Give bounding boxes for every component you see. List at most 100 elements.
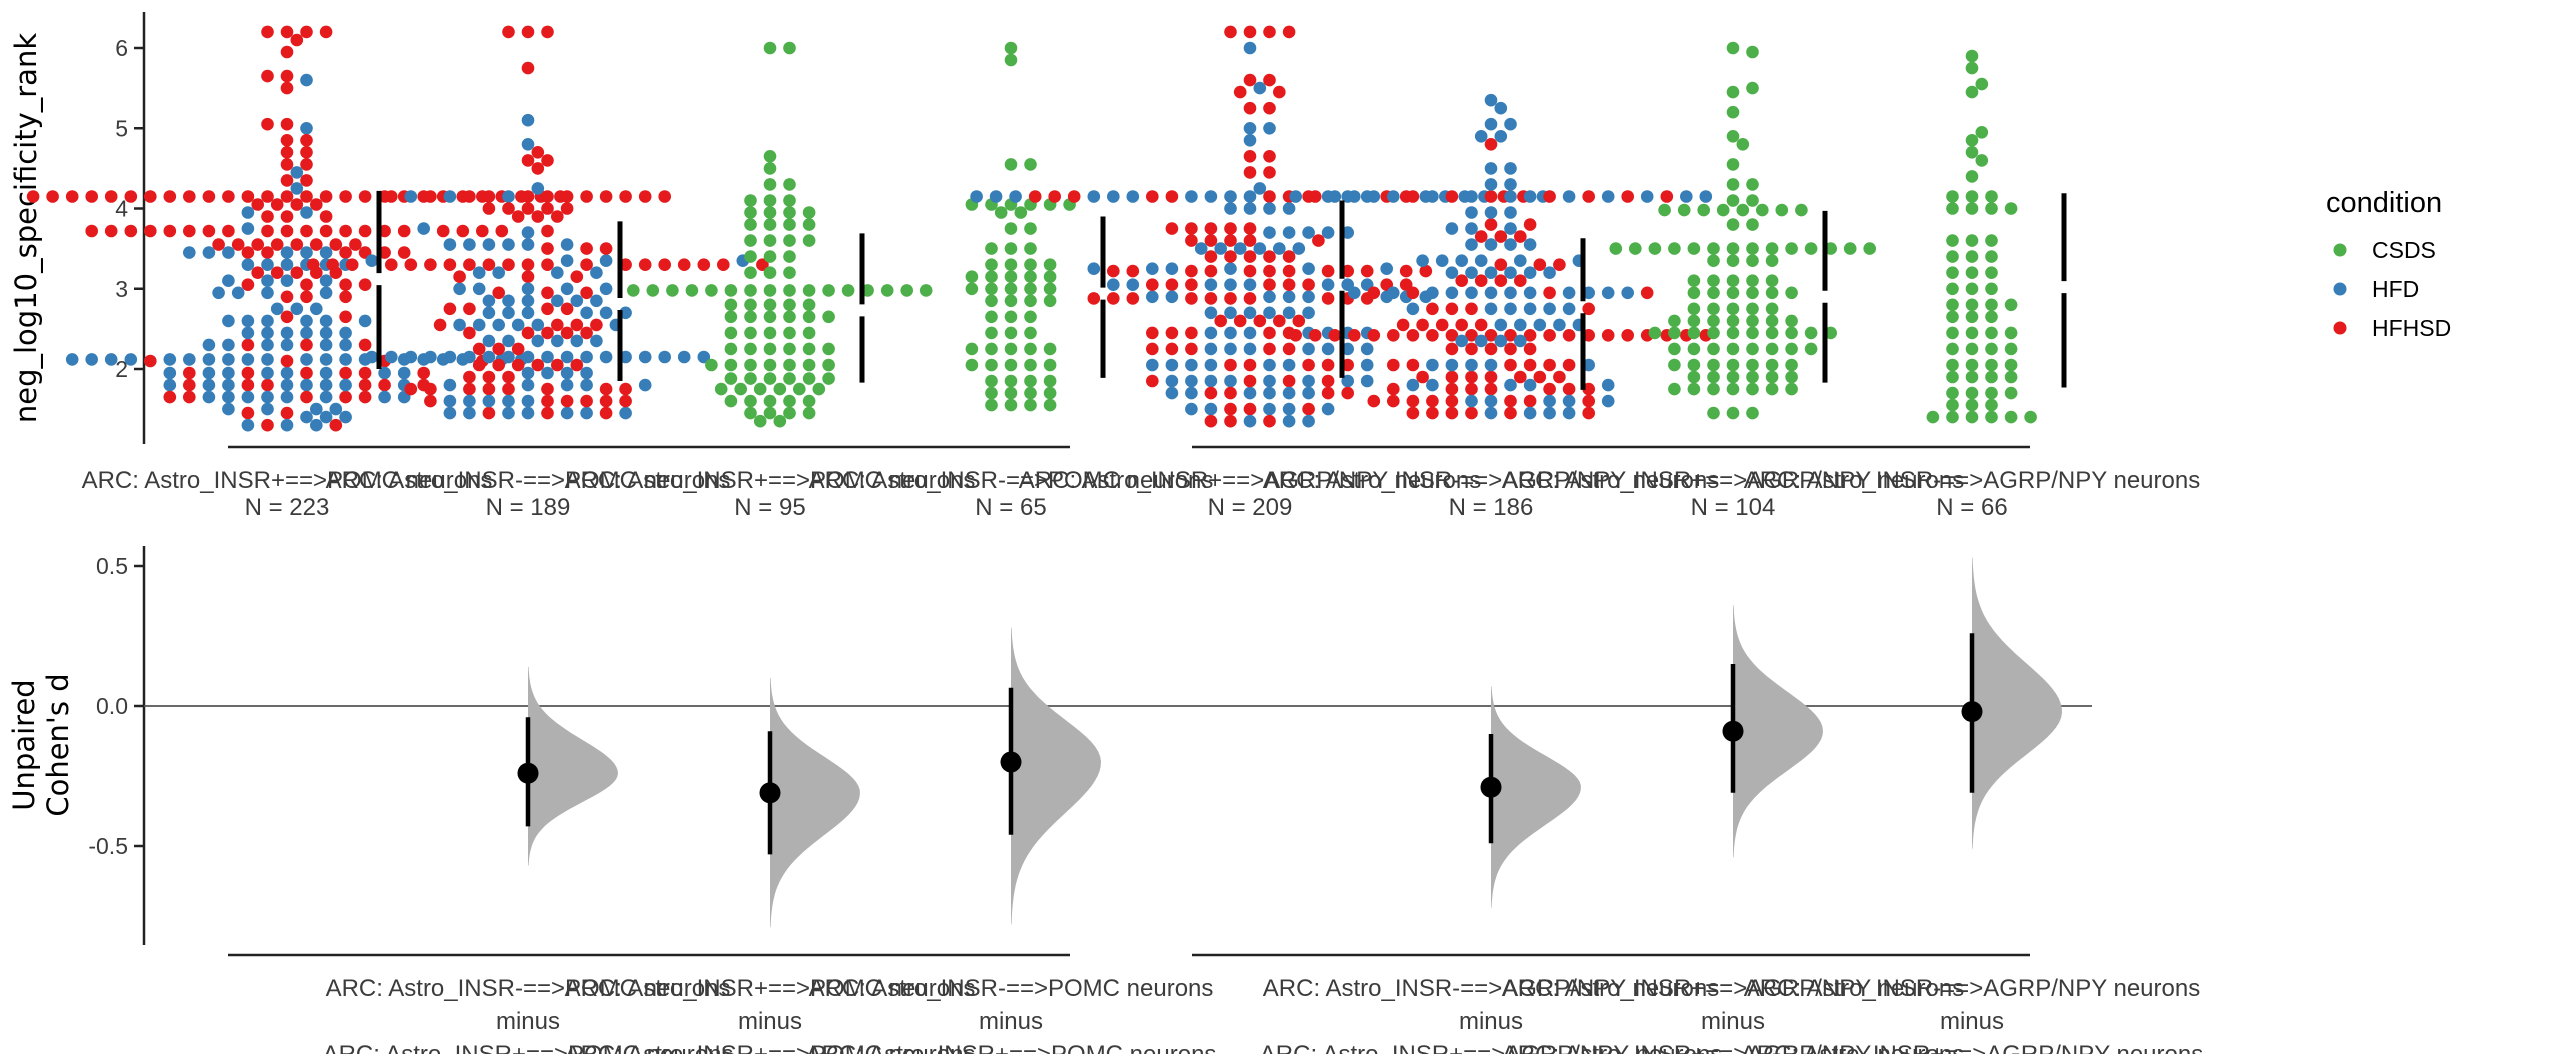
swarm-point-hfd — [502, 294, 515, 308]
swarm-point-hfhsd — [1367, 394, 1381, 408]
swarm-point-hfhsd — [1243, 250, 1257, 263]
swarm-point-csds — [1985, 266, 1998, 280]
swarm-point-csds — [1965, 134, 1979, 147]
swarm-point-hfd — [1204, 278, 1218, 292]
swarm-point-csds — [1043, 358, 1057, 372]
swarm-point-csds — [627, 284, 640, 297]
swarm-point-hfhsd — [1387, 358, 1400, 372]
swarm-point-hfhsd — [590, 318, 603, 332]
swarm-point-hfhsd — [183, 366, 196, 380]
swarm-point-hfhsd — [1367, 329, 1381, 342]
swarm-point-hfd — [261, 390, 274, 404]
swarm-point-hfhsd — [310, 198, 323, 211]
swarm-point-hfd — [1302, 342, 1315, 356]
swarm-point-csds — [1946, 310, 1959, 324]
swarm-point-hfd — [1204, 306, 1218, 320]
swarm-point-csds — [1687, 342, 1701, 356]
swarm-point-hfhsd — [1387, 329, 1400, 342]
swarm-point-hfhsd — [1224, 292, 1237, 305]
swarm-point-hfd — [1282, 306, 1296, 320]
swarm-point-hfhsd — [570, 270, 584, 284]
swarm-point-hfhsd — [280, 134, 294, 147]
swarm-point-csds — [1004, 41, 1018, 55]
swarm-point-hfhsd — [424, 258, 437, 272]
swarm-point-csds — [2004, 342, 2018, 356]
swarm-point-hfhsd — [531, 162, 545, 175]
swarm-point-csds — [1975, 77, 1989, 91]
swarm-point-csds — [2004, 298, 2018, 312]
swarm-point-hfhsd — [1562, 329, 1576, 342]
swarm-point-hfd — [551, 266, 564, 280]
swarm-point-hfhsd — [144, 224, 157, 238]
swarm-point-csds — [1965, 49, 1979, 63]
swarm-point-hfhsd — [1660, 190, 1674, 203]
swarm-point-hfhsd — [358, 338, 372, 352]
swarm-point-hfhsd — [541, 302, 554, 316]
swarm-point-csds — [1746, 194, 1759, 207]
swarm-point-hfhsd — [1185, 222, 1198, 235]
swarm-point-csds — [1824, 326, 1837, 340]
swarm-point-csds — [965, 270, 979, 284]
swarm-point-hfhsd — [560, 202, 574, 215]
bottom-y-tick-label: 0.5 — [96, 553, 128, 579]
swarm-point-hfd — [300, 314, 313, 328]
swarm-point-csds — [1946, 234, 1959, 247]
swarm-point-hfd — [241, 258, 255, 272]
swarm-point-hfd — [1426, 286, 1439, 300]
swarm-point-hfhsd — [163, 224, 177, 238]
swarm-point-csds — [763, 372, 777, 385]
swarm-point-csds — [1985, 310, 1998, 324]
swarm-point-hfhsd — [183, 224, 196, 238]
swarm-point-hfd — [300, 326, 313, 340]
swarm-point-hfhsd — [1387, 394, 1400, 408]
swarm-point-csds — [1736, 203, 1750, 217]
swarm-point-hfd — [1341, 226, 1354, 239]
swarm-point-hfd — [443, 406, 457, 420]
swarm-point-hfhsd — [658, 258, 671, 272]
swarm-point-csds — [1746, 314, 1759, 328]
swarm-point-csds — [1946, 326, 1959, 340]
swarm-point-hfhsd — [1308, 329, 1322, 342]
swarm-point-csds — [1004, 222, 1018, 235]
group-n-label: N = 186 — [1449, 494, 1534, 521]
swarm-point-hfd — [1484, 302, 1498, 316]
swarm-point-csds — [1024, 258, 1037, 272]
swarm-point-csds — [985, 398, 998, 412]
swarm-point-hfhsd — [1533, 258, 1547, 272]
swarm-point-hfd — [1445, 358, 1459, 372]
swarm-point-hfd — [1484, 238, 1498, 251]
swarm-point-hfd — [329, 402, 343, 416]
swarm-point-hfhsd — [1243, 374, 1257, 388]
swarm-point-hfd — [1243, 41, 1257, 55]
swarm-point-csds — [1785, 286, 1798, 300]
swarm-point-hfd — [1426, 190, 1439, 203]
swarm-point-hfhsd — [300, 190, 313, 203]
swarm-point-csds — [1043, 398, 1057, 412]
swarm-point-hfd — [261, 366, 274, 380]
swarm-point-hfd — [1601, 378, 1615, 392]
swarm-point-hfhsd — [1484, 382, 1498, 396]
swarm-point-csds — [1609, 242, 1623, 255]
swarm-point-hfhsd — [1302, 358, 1315, 372]
swarm-point-hfd — [1243, 326, 1257, 340]
swarm-point-hfd — [241, 222, 255, 235]
swarm-point-hfd — [1445, 266, 1459, 280]
swarm-point-hfd — [1224, 202, 1237, 215]
swarm-point-csds — [1985, 250, 1998, 263]
swarm-point-csds — [1707, 382, 1720, 396]
swarm-point-csds — [1668, 358, 1681, 372]
swarm-point-hfd — [1465, 238, 1478, 251]
swarm-point-csds — [1985, 370, 1998, 384]
swarm-point-hfd — [202, 366, 216, 380]
bottom-y-axis-title-line1: Unpaired — [7, 679, 41, 810]
swarm-point-hfd — [521, 306, 535, 320]
swarm-point-hfd — [1523, 286, 1537, 300]
swarm-point-csds — [763, 342, 777, 356]
swarm-point-hfhsd — [1233, 85, 1247, 99]
swarm-point-hfd — [1406, 302, 1420, 316]
swarm-point-hfd — [319, 390, 333, 404]
swarm-point-hfhsd — [280, 310, 294, 324]
swarm-point-hfhsd — [1406, 329, 1420, 342]
effect-size-point — [1722, 720, 1744, 742]
swarm-point-hfd — [1107, 190, 1120, 203]
